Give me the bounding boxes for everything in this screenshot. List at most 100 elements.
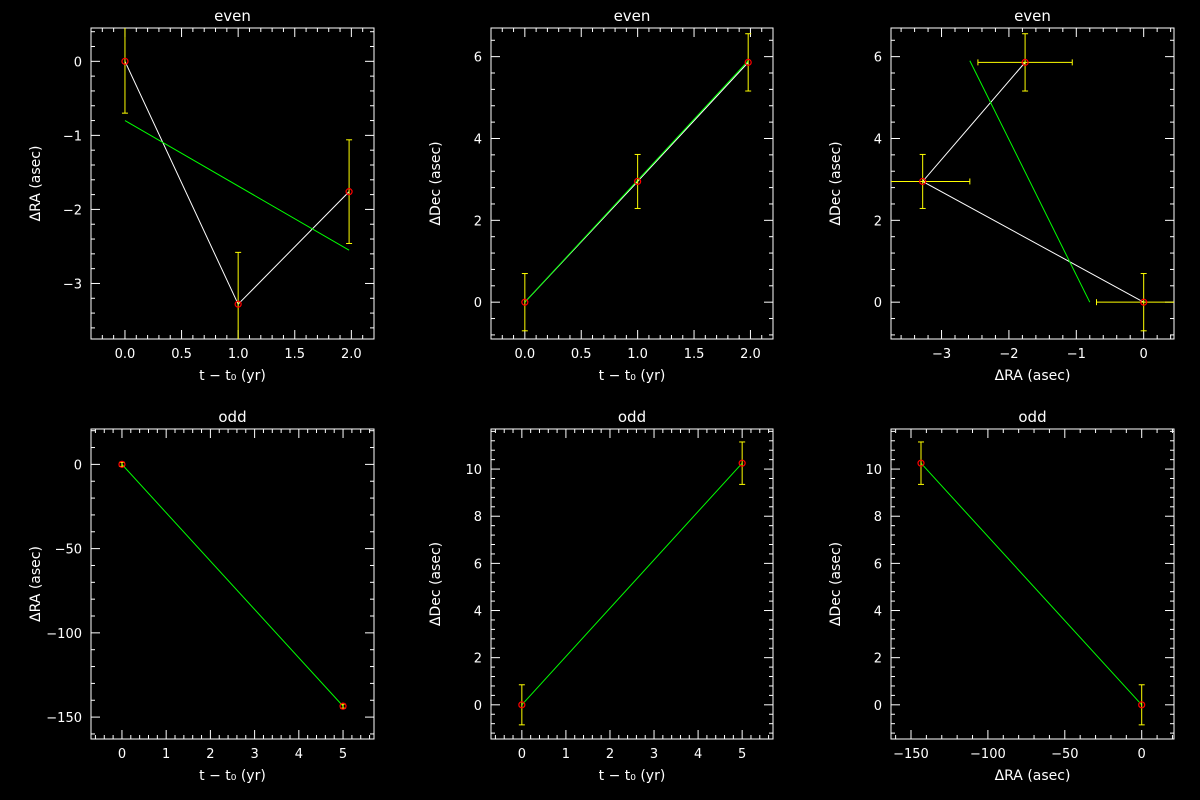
chart-title: odd — [618, 408, 646, 426]
x-tick-label: 0.5 — [171, 347, 192, 362]
data-point — [634, 177, 642, 186]
chart-title: odd — [1018, 408, 1046, 426]
x-tick-label: −100 — [970, 747, 1006, 762]
data-point — [518, 701, 526, 709]
x-axis-label: ΔRA (asec) — [995, 768, 1071, 784]
x-axis-label: t − t₀ (yr) — [199, 768, 266, 784]
y-tick-label: 0 — [474, 296, 482, 311]
y-tick-label: 6 — [474, 557, 482, 572]
x-tick-label: 3 — [250, 747, 258, 762]
y-tick-label: 6 — [874, 557, 882, 572]
x-tick-label: 4 — [694, 747, 702, 762]
x-tick-label: −2 — [999, 347, 1018, 362]
chart-title: even — [1014, 7, 1051, 25]
plot-frame — [890, 428, 1175, 740]
x-tick-label: 0.0 — [115, 347, 136, 362]
fit-line — [969, 60, 1091, 303]
x-tick-label: 2.0 — [740, 347, 761, 362]
data-point — [919, 177, 927, 186]
plot-frame — [490, 27, 774, 340]
y-axis-label: ΔRA (asec) — [28, 146, 44, 222]
x-tick-label: 0 — [1140, 347, 1148, 362]
x-tick-label: −150 — [893, 747, 929, 762]
y-axis-label: ΔDec (asec) — [428, 542, 444, 626]
y-tick-label: −50 — [55, 543, 82, 558]
fit-line — [920, 462, 1143, 706]
y-axis-label: ΔDec (asec) — [828, 542, 844, 626]
x-tick-label: 1.0 — [627, 347, 648, 362]
data-point — [1140, 298, 1148, 306]
chart-panel-6: odd −150 −100 −50 0 0 2 4 6 8 10 ΔRA (asec) ΔDec (as… — [828, 408, 1175, 784]
y-axis-label: ΔDec (asec) — [428, 141, 444, 225]
plot-area — [118, 460, 347, 710]
y-tick-label: 8 — [474, 510, 482, 525]
data-point — [738, 459, 746, 467]
x-tick-label: −3 — [932, 347, 951, 362]
y-tick-label: 0 — [74, 55, 82, 70]
x-axis-label: t − t₀ (yr) — [599, 368, 666, 384]
x-tick-label: 1 — [162, 747, 170, 762]
chart-title: even — [214, 7, 251, 25]
y-tick-label: 2 — [474, 652, 482, 667]
y-tick-label: 0 — [874, 699, 882, 714]
data-point — [118, 460, 126, 468]
data-line — [124, 61, 350, 306]
chart-panel-2: even 0.0 0.5 1.0 1.5 2.0 0 2 4 6 t − t₀ (yr) ΔDec (… — [428, 7, 774, 384]
y-tick-label: 4 — [474, 605, 482, 620]
y-tick-label: 2 — [474, 214, 482, 229]
fit-line — [121, 464, 344, 707]
y-tick-label: −150 — [46, 711, 82, 726]
chart-title: odd — [218, 408, 246, 426]
x-tick-label: 0.0 — [514, 347, 535, 362]
data-point — [917, 459, 925, 467]
x-tick-label: −1 — [1067, 347, 1086, 362]
y-tick-label: 0 — [474, 699, 482, 714]
y-axis-label: ΔDec (asec) — [828, 141, 844, 225]
y-tick-label: −2 — [63, 203, 82, 218]
data-point — [1138, 701, 1146, 709]
data-point — [744, 58, 752, 66]
x-tick-label: 4 — [295, 747, 303, 762]
plot-area — [121, 28, 353, 339]
plot-area — [891, 33, 1174, 332]
data-point — [521, 298, 529, 306]
x-tick-label: 2 — [606, 747, 614, 762]
y-tick-label: 2 — [874, 652, 882, 667]
fit-line — [524, 60, 749, 303]
x-tick-label: 1.5 — [284, 347, 305, 362]
plot-area — [521, 33, 752, 332]
x-tick-label: 3 — [650, 747, 658, 762]
x-axis-label: t − t₀ (yr) — [199, 368, 266, 384]
data-line — [921, 62, 1144, 303]
x-tick-label: 0 — [518, 747, 526, 762]
y-tick-label: 0 — [74, 458, 82, 473]
x-tick-label: 1.5 — [684, 347, 705, 362]
x-tick-label: 1 — [562, 747, 570, 762]
data-point — [234, 300, 242, 308]
x-tick-label: 0 — [1138, 747, 1146, 762]
x-axis-label: ΔRA (asec) — [995, 368, 1071, 384]
x-tick-label: 0 — [118, 747, 126, 762]
y-tick-label: 4 — [874, 605, 882, 620]
y-tick-label: 10 — [465, 463, 482, 478]
y-tick-label: −100 — [46, 627, 82, 642]
chart-title: even — [614, 7, 651, 25]
x-tick-label: 2 — [206, 747, 214, 762]
y-tick-label: 6 — [474, 51, 482, 66]
y-tick-label: 6 — [874, 51, 882, 66]
x-tick-label: 5 — [339, 747, 347, 762]
y-tick-label: −3 — [63, 277, 82, 292]
plot-area — [518, 441, 746, 726]
plot-area — [917, 441, 1146, 726]
y-tick-label: 8 — [874, 510, 882, 525]
fit-line — [124, 120, 350, 251]
data-point — [345, 188, 353, 196]
plot-frame — [490, 428, 774, 740]
data-point — [1021, 58, 1029, 66]
chart-panel-1: even 0.0 0.5 1.0 1.5 2.0 −3 −2 −1 0 t − t₀ (yr) ΔRA… — [28, 7, 375, 384]
y-tick-label: 10 — [865, 463, 882, 478]
plot-frame — [90, 428, 375, 740]
y-axis-label: ΔRA (asec) — [28, 546, 44, 622]
x-tick-label: 1.0 — [228, 347, 249, 362]
